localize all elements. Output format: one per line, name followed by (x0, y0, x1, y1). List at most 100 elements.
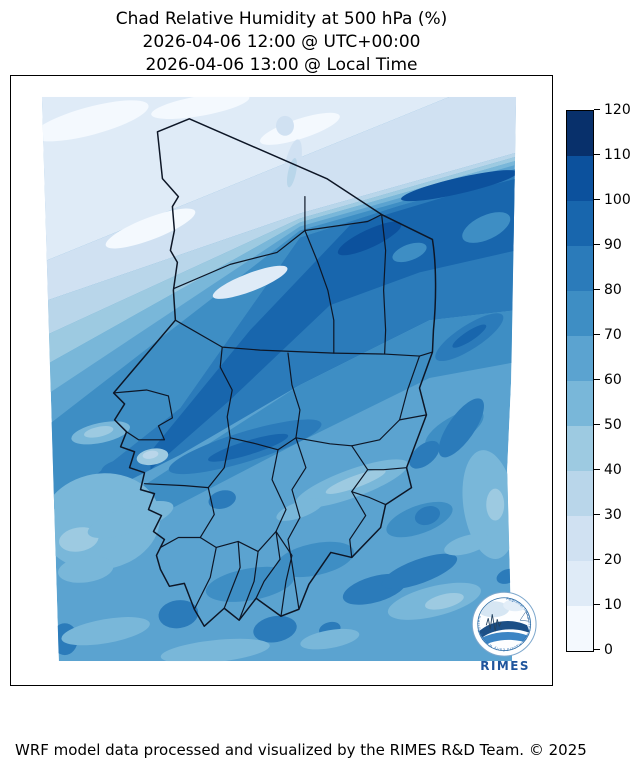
admin-boundary (143, 483, 209, 489)
seismograph-icon (485, 614, 502, 632)
colorbar (566, 110, 594, 652)
colorbar-cell (567, 201, 593, 246)
admin-boundary (173, 196, 306, 289)
colorbar-tick-label: 30 (604, 507, 622, 523)
admin-boundaries (113, 196, 434, 621)
colorbar-tick (594, 379, 600, 381)
colorbar-cell (567, 111, 593, 156)
map-frame: Regional Integrated Multi-Hazard Early W… (10, 75, 553, 686)
contour-blob (438, 398, 484, 458)
colorbar-cell (567, 606, 593, 651)
colorbar-tick-label: 40 (604, 462, 622, 478)
contour-blob (73, 159, 168, 202)
colorbar-tick (594, 109, 600, 111)
contour-blob (160, 638, 270, 662)
title-line-3: 2026-04-06 13:00 @ Local Time (145, 55, 418, 75)
admin-boundary (398, 355, 421, 421)
contour-blob (276, 498, 324, 521)
title-line-2: 2026-04-06 12:00 @ UTC+00:00 (142, 32, 421, 52)
colorbar-tick (594, 199, 600, 201)
contour-fill-layer (41, 96, 517, 662)
logo-wave-dark (478, 621, 531, 640)
contour-blob (337, 221, 402, 256)
colorbar-cell (567, 246, 593, 291)
colorbar-tick (594, 334, 600, 336)
admin-boundary (159, 536, 201, 549)
admin-boundary (295, 437, 369, 559)
admin-boundary (367, 467, 408, 471)
colorbar-tick (594, 469, 600, 471)
contour-blob (151, 96, 250, 119)
contour-blob (325, 469, 386, 494)
colorbar-tick (594, 604, 600, 606)
contour-blob (381, 553, 458, 590)
colorbar-tick-label: 70 (604, 327, 622, 343)
colorbar-tick (594, 289, 600, 291)
contour-band (41, 96, 517, 303)
contour-blob (462, 212, 511, 243)
colorbar-tick (594, 559, 600, 561)
admin-boundary (287, 352, 301, 439)
map-canvas: Regional Integrated Multi-Hazard Early W… (41, 96, 537, 673)
admin-boundary (229, 437, 297, 451)
admin-boundary (304, 229, 335, 354)
colorbar-tick-label: 0 (604, 642, 613, 658)
colorbar-cell (567, 471, 593, 516)
boundary-layer (112, 118, 437, 627)
admin-boundary (223, 540, 241, 609)
admin-boundary (351, 491, 387, 506)
contour-blob (158, 600, 199, 629)
colorbar-tick-label: 60 (604, 372, 622, 388)
contour-blob (276, 115, 294, 136)
contour-blob (61, 617, 150, 646)
colorbar-tick-label: 10 (604, 597, 622, 613)
contour-blob (58, 555, 114, 583)
title-line-1: Chad Relative Humidity at 500 hPa (%) (115, 9, 448, 29)
admin-boundary (193, 546, 217, 610)
contour-band (140, 310, 517, 525)
logo-sail (519, 610, 530, 622)
admin-boundary (304, 213, 383, 232)
admin-boundary (287, 437, 307, 610)
colorbar-tick (594, 649, 600, 651)
contour-blob (41, 100, 149, 142)
rimes-logo: Regional Integrated Multi-Hazard Early W… (471, 591, 537, 673)
contour-blob (392, 242, 427, 263)
admin-boundary (351, 414, 428, 447)
admin-boundary (219, 346, 233, 439)
colorbar-cell (567, 291, 593, 336)
contour-blob (208, 433, 289, 462)
colorbar-tick-label: 20 (604, 552, 622, 568)
colorbar-tick-label: 110 (604, 147, 631, 163)
contour-blob (409, 440, 440, 469)
colorbar-cell (567, 336, 593, 381)
colorbar-tick-label: 50 (604, 417, 622, 433)
colorbar-cell (567, 156, 593, 201)
contour-blob (84, 426, 114, 438)
contour-blob (253, 615, 297, 643)
admin-boundary (381, 213, 387, 355)
contour-blob (275, 541, 354, 578)
footer-credit: WRF model data processed and visualized … (15, 741, 587, 759)
colorbar-tick (594, 154, 600, 156)
colorbar-cell (567, 426, 593, 471)
contour-blob (87, 500, 174, 539)
colorbar-tick-label: 100 (604, 192, 631, 208)
colorbar-tick (594, 424, 600, 426)
contour-blob (452, 324, 487, 348)
admin-boundary (113, 389, 174, 441)
colorbar-tick-label: 90 (604, 237, 622, 253)
page-title: Chad Relative Humidity at 500 hPa (%) 20… (0, 8, 563, 77)
contour-blob (424, 592, 464, 610)
contour-blob (260, 112, 340, 145)
contour-blob (208, 490, 236, 509)
rimes-wordmark: RIMES (480, 659, 530, 673)
contour-blob (401, 170, 517, 202)
contour-blob (142, 450, 159, 459)
contour-blob (414, 506, 441, 526)
rimes-logo-art (478, 599, 531, 648)
colorbar-tick (594, 514, 600, 516)
colorbar-tick (594, 244, 600, 246)
colorbar-cell (567, 561, 593, 606)
